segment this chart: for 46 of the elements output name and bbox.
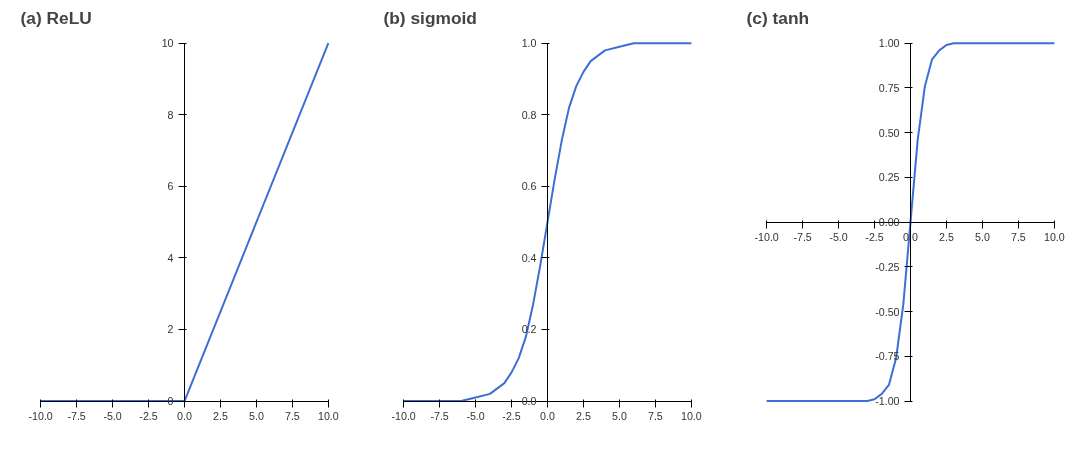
y-tick-label: 0.50 — [878, 126, 900, 139]
y-tick-label: 0.8 — [521, 108, 537, 121]
y-tick-label: 0.4 — [521, 251, 537, 264]
x-tick-label: -2.5 — [139, 410, 158, 423]
chart-title: (c) tanh — [746, 7, 810, 28]
x-tick-label: 2.5 — [939, 231, 954, 244]
x-tick-label: 5.0 — [975, 231, 990, 244]
y-tick-label: 0.25 — [878, 171, 900, 184]
y-tick-label: -0.25 — [875, 260, 900, 273]
y-tick-label: 1.0 — [521, 37, 537, 50]
x-tick-label: 7.5 — [284, 410, 300, 423]
y-tick-label: 8 — [167, 108, 174, 121]
x-tick-label: 10.0 — [1043, 231, 1065, 244]
x-tick-label: -7.5 — [430, 410, 449, 423]
x-tick-label: 10.0 — [317, 410, 339, 423]
x-tick-label: -10.0 — [391, 410, 416, 423]
x-tick-label: -2.5 — [502, 410, 521, 423]
y-tick-label: 2 — [167, 323, 174, 336]
x-tick-label: -5.0 — [466, 410, 485, 423]
y-tick-label: -1.00 — [875, 395, 900, 408]
x-tick-label: -5.0 — [829, 231, 848, 244]
y-tick-label: 6 — [167, 180, 174, 193]
chart-title: (b) sigmoid — [383, 7, 477, 28]
x-tick-label: -2.5 — [865, 231, 884, 244]
x-tick-label: 2.5 — [213, 410, 228, 423]
x-tick-label: 0.0 — [540, 410, 555, 423]
y-tick-label: 0.75 — [878, 81, 900, 94]
y-tick-label: 10 — [161, 37, 174, 50]
y-tick-label: -0.50 — [875, 305, 900, 318]
y-tick-label: 0.6 — [521, 180, 537, 193]
y-tick-label: 0 — [167, 395, 174, 408]
x-tick-label: 7.5 — [647, 410, 663, 423]
x-tick-label: 5.0 — [612, 410, 627, 423]
y-tick-label: 1.00 — [878, 37, 900, 50]
x-tick-label: 5.0 — [249, 410, 264, 423]
chart-title: (a) ReLU — [20, 7, 92, 28]
x-tick-label: -5.0 — [103, 410, 122, 423]
y-tick-label: 4 — [167, 251, 174, 264]
x-tick-label: -10.0 — [28, 410, 53, 423]
x-tick-label: 2.5 — [576, 410, 591, 423]
x-tick-label: -7.5 — [67, 410, 86, 423]
x-tick-label: 7.5 — [1010, 231, 1026, 244]
x-tick-label: -10.0 — [754, 231, 779, 244]
x-tick-label: -7.5 — [793, 231, 812, 244]
x-tick-label: 0.0 — [177, 410, 192, 423]
x-tick-label: 10.0 — [680, 410, 702, 423]
